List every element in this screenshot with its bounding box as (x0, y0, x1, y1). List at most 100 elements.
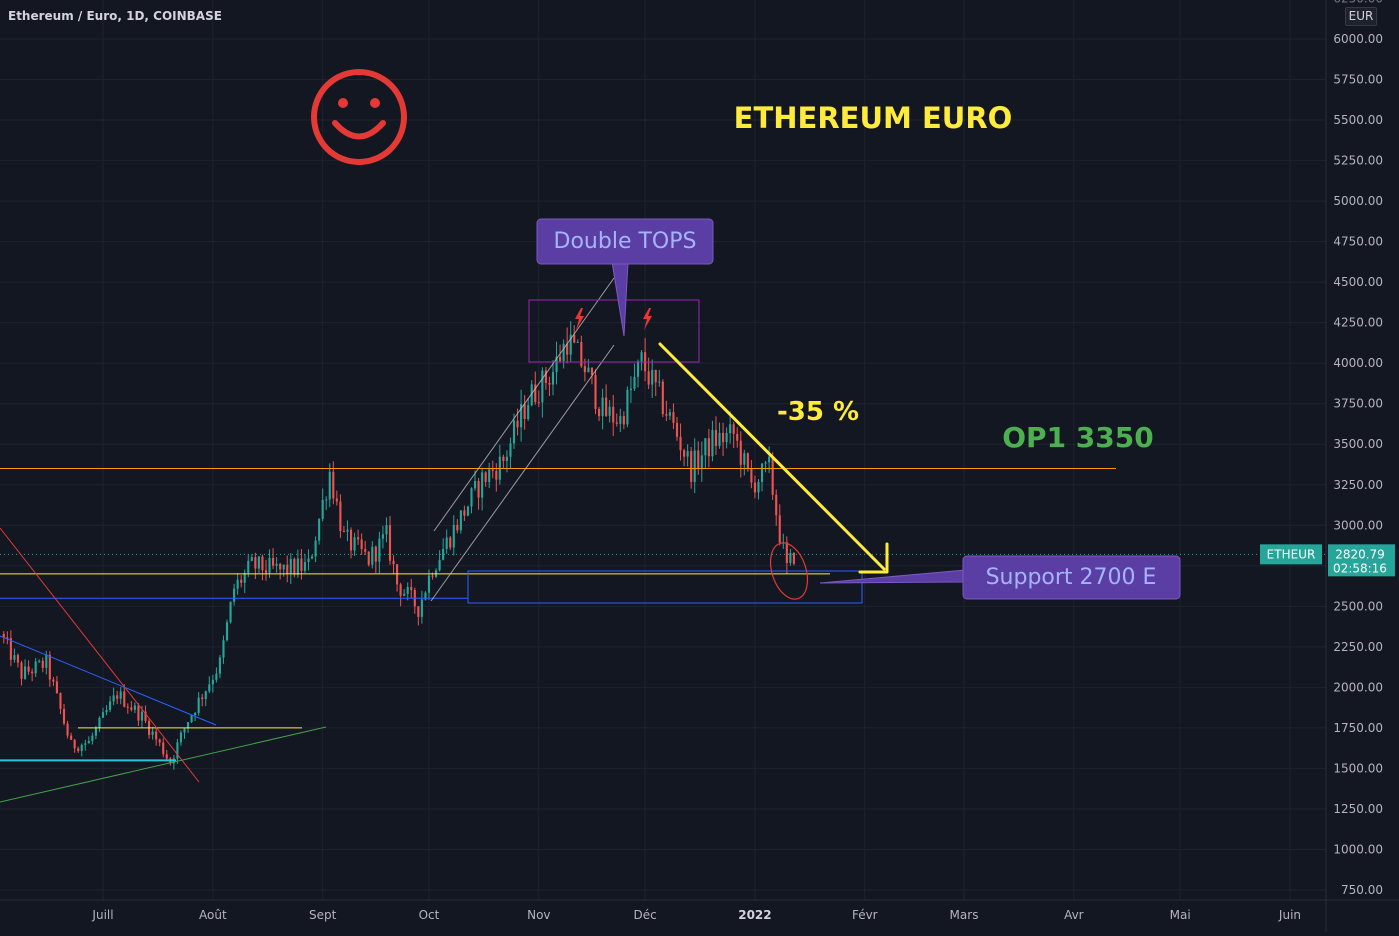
candle-body (250, 557, 253, 561)
candle-body (23, 666, 27, 679)
candle (388, 516, 392, 565)
double-top-box (528, 299, 700, 363)
symbol-title[interactable]: Ethereum / Euro, 1D, COINBASE (8, 9, 222, 23)
smiley-eye (338, 98, 348, 108)
candle-body (399, 584, 402, 596)
y-tick-label: 4250.00 (1333, 316, 1383, 330)
candle (222, 635, 225, 664)
candle (417, 606, 420, 626)
y-tick-label: 5750.00 (1333, 73, 1383, 87)
candle-body (693, 450, 696, 482)
candle-body (516, 420, 519, 428)
candle (268, 549, 271, 578)
candle-body (459, 510, 462, 531)
x-tick-label: Juin (1278, 908, 1301, 922)
candle (668, 408, 671, 420)
candle (126, 703, 129, 714)
candle-body (105, 710, 108, 713)
candle-body (640, 352, 643, 362)
candle (250, 554, 253, 562)
candle (109, 696, 112, 713)
candle-body (424, 592, 427, 600)
candle (466, 505, 470, 517)
candle-body (233, 588, 236, 602)
candle-body (668, 412, 671, 416)
x-tick-label: Févr (852, 908, 878, 922)
candle-body (55, 681, 59, 694)
candle-body (59, 693, 62, 709)
candle (792, 552, 795, 566)
candle-body (785, 542, 788, 564)
candle (739, 431, 742, 478)
candle-body (27, 666, 30, 672)
candle (654, 369, 657, 397)
candle (580, 335, 583, 368)
candle-body (548, 383, 551, 385)
y-tick-label: 3750.00 (1333, 397, 1383, 411)
candle-body (714, 430, 718, 446)
candle (686, 444, 689, 467)
candle (424, 591, 427, 601)
candle (328, 463, 331, 508)
candle-body (505, 456, 508, 462)
candle (771, 452, 774, 500)
candle-body (303, 562, 307, 571)
candle (403, 589, 406, 597)
candle-body (743, 453, 746, 465)
y-tick-label: 1250.00 (1333, 802, 1383, 816)
candle (385, 517, 388, 543)
smiley-mouth (332, 120, 386, 140)
support-label-box (962, 555, 1181, 600)
candle (165, 749, 168, 761)
candle-body (473, 480, 477, 489)
candle-body (551, 372, 555, 385)
candle-body (612, 406, 615, 423)
candle (123, 684, 126, 708)
candle-body (544, 370, 547, 384)
candle-body (608, 406, 611, 416)
candle-body (626, 389, 629, 425)
candle (367, 551, 370, 567)
candle-body (151, 731, 154, 735)
candle (633, 363, 636, 392)
smiley-face-icon (311, 69, 407, 165)
candle (254, 552, 257, 579)
candle-body (555, 356, 558, 373)
candle-body (77, 748, 80, 752)
currency-badge[interactable]: EUR (1345, 7, 1377, 26)
candle (289, 553, 292, 584)
candle (62, 703, 66, 726)
candle (477, 478, 480, 510)
candle-body (91, 735, 94, 741)
candle-body (261, 556, 264, 571)
candle-body (562, 343, 565, 362)
candle-body (381, 534, 384, 539)
candle-body (165, 754, 168, 759)
candle (750, 460, 753, 489)
candle-body (470, 488, 473, 507)
candle-body (240, 579, 243, 583)
candle-body (137, 705, 140, 721)
candle-body (52, 679, 55, 682)
y-tick-label: 1500.00 (1333, 761, 1383, 775)
candle (615, 413, 618, 427)
candle (753, 475, 757, 499)
candle (470, 487, 473, 514)
candle-body (750, 468, 753, 483)
candle (364, 540, 367, 556)
candle (264, 559, 268, 581)
candle-body (445, 537, 448, 549)
candle (640, 350, 643, 371)
candle-body (126, 706, 129, 708)
candle-body (502, 456, 505, 462)
candle-body (215, 673, 218, 680)
blue-trend-line (0, 635, 217, 726)
candle (608, 400, 611, 423)
candle-body (310, 556, 314, 559)
candle-body (622, 416, 625, 425)
candle-body (746, 453, 749, 469)
x-tick-label: Août (199, 908, 227, 922)
candle-body (279, 563, 282, 570)
